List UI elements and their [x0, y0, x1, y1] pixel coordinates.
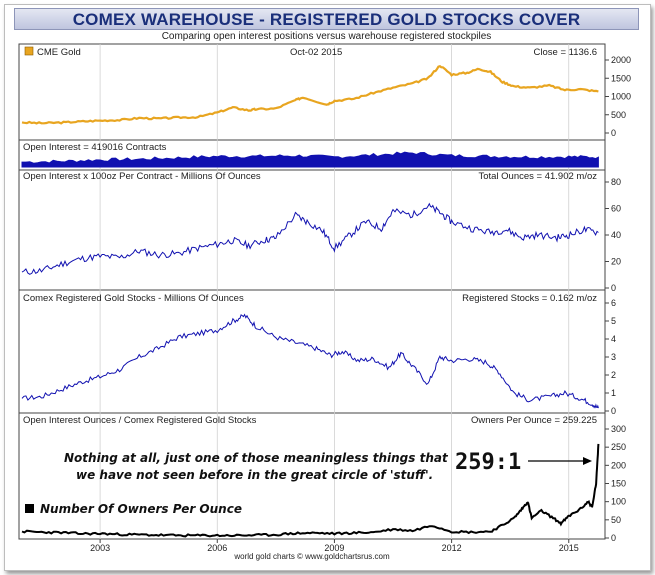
y-tick-label: 60 [611, 204, 621, 214]
series-cme-gold [21, 64, 599, 125]
owners-legend-swatch [25, 504, 34, 513]
y-tick-label: 6 [611, 298, 616, 308]
y-tick-label: 1 [611, 388, 616, 398]
owners-label: Open Interest Ounces / Comex Registered … [23, 415, 257, 426]
y-tick-label: 2000 [611, 55, 631, 65]
open-interest-label: Open Interest = 419016 Contracts [23, 142, 167, 153]
callout-arrowhead [583, 457, 592, 465]
x-tick-label: 2009 [324, 543, 344, 553]
y-tick-label: 300 [611, 424, 626, 434]
y-tick-label: 3 [611, 352, 616, 362]
chart-title: COMEX WAREHOUSE - REGISTERED GOLD STOCKS… [72, 10, 581, 29]
series-open-interest [21, 151, 599, 168]
y-tick-label: 0 [611, 128, 616, 138]
series-owners-per-ounce [21, 443, 600, 538]
series-registered-stocks [21, 313, 599, 409]
x-tick-label: 2003 [90, 543, 110, 553]
x-tick-label: 2006 [207, 543, 227, 553]
y-tick-label: 80 [611, 177, 621, 187]
y-tick-label: 0 [611, 283, 616, 293]
panel-owners-frame [18, 412, 606, 540]
panel-gold-frame [18, 43, 606, 141]
chart-frame [4, 4, 651, 571]
panel-oi-ounces-frame [18, 169, 606, 291]
gold-legend-swatch [24, 46, 34, 56]
owners-legend-label: Number Of Owners Per Ounce [40, 502, 242, 516]
y-tick-label: 150 [611, 479, 626, 489]
annotation-line-2: we have not seen before in the great cir… [76, 468, 433, 482]
y-tick-label: 0 [611, 406, 616, 416]
y-tick-label: 0 [611, 533, 616, 543]
gold-legend-label: CME Gold [37, 47, 81, 58]
registered-value-label: Registered Stocks = 0.162 m/oz [462, 293, 597, 304]
y-tick-label: 50 [611, 515, 621, 525]
y-tick-label: 250 [611, 442, 626, 452]
ratio-callout: 259:1 [455, 450, 521, 475]
y-tick-label: 1500 [611, 73, 631, 83]
x-gridlines [99, 44, 570, 539]
y-tick-label: 1000 [611, 92, 631, 102]
panel-registered-frame [18, 289, 606, 414]
oi-ounces-value-label: Total Ounces = 41.902 m/oz [478, 171, 597, 182]
gold-close-label: Close = 1136.6 [534, 47, 597, 58]
oi-ounces-label: Open Interest x 100oz Per Contract - Mil… [23, 171, 261, 182]
title-bar: COMEX WAREHOUSE - REGISTERED GOLD STOCKS… [14, 8, 639, 30]
series-open-interest-ounces [21, 202, 599, 275]
x-tick-label: 2015 [559, 543, 579, 553]
registered-label: Comex Registered Gold Stocks - Millions … [23, 293, 244, 304]
annotation-line-1: Nothing at all, just one of those meanin… [64, 451, 449, 465]
gold-date-label: Oct-02 2015 [290, 47, 342, 58]
x-axis-ticks: 2003 2006 2009 2012 2015 [90, 539, 579, 553]
y-tick-label: 20 [611, 257, 621, 267]
owners-value-label: Owners Per Ounce = 259.225 [471, 415, 597, 426]
chart-subtitle: Comparing open interest positions versus… [161, 31, 492, 42]
y-tick-label: 5 [611, 316, 616, 326]
y-tick-label: 200 [611, 460, 626, 470]
footer-credit: world gold charts © www.goldchartsrus.co… [233, 552, 390, 561]
y-tick-label: 40 [611, 230, 621, 240]
x-tick-label: 2012 [442, 543, 462, 553]
y-tick-label: 4 [611, 334, 616, 344]
y-tick-label: 2 [611, 370, 616, 380]
y-tick-label: 500 [611, 110, 626, 120]
y-axis-ticks: 0500100015002000020406080012345605010015… [605, 55, 631, 543]
y-tick-label: 100 [611, 497, 626, 507]
